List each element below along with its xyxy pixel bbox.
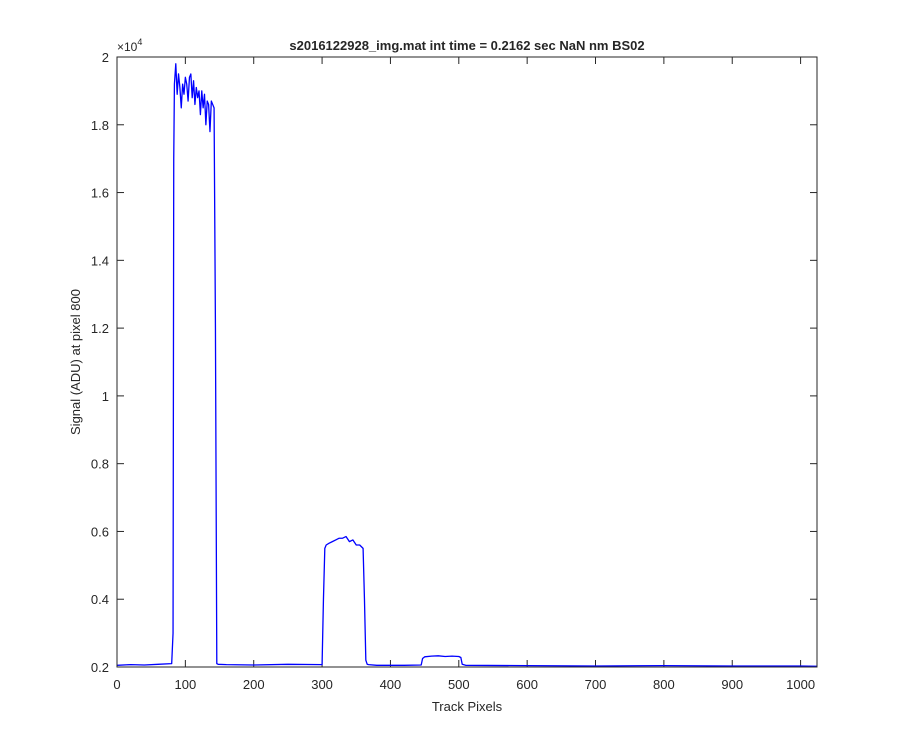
series-line-1	[116, 63, 818, 667]
chart-title: s2016122928_img.mat int time = 0.2162 se…	[289, 38, 644, 53]
x-tick-label: 300	[311, 677, 333, 692]
y-tick-label: 0.6	[91, 524, 109, 539]
x-tick-label: 0	[113, 677, 120, 692]
x-tick-label: 500	[448, 677, 470, 692]
y-tick-label: 1.6	[91, 186, 109, 201]
x-tick-label: 400	[380, 677, 402, 692]
y-tick-label: 0.8	[91, 457, 109, 472]
x-tick-label: 200	[243, 677, 265, 692]
x-tick-label: 800	[653, 677, 675, 692]
x-tick-label: 1000	[786, 677, 815, 692]
y-axis-ticks: 0.2 0.4 0.6 0.8 1 1.2 1.4 1.6 1.8 2	[91, 50, 817, 675]
y-tick-label: 1.2	[91, 321, 109, 336]
y-exponent-multiplier: ×104	[117, 37, 142, 54]
x-tick-label: 700	[585, 677, 607, 692]
y-tick-label: 1.8	[91, 118, 109, 133]
y-tick-label: 2	[102, 50, 109, 65]
x-tick-label: 600	[516, 677, 538, 692]
plot-area	[117, 57, 817, 667]
y-exponent-base: ×10	[117, 40, 138, 54]
x-axis-ticks: 0 100 200 300 400 500 600 700 800 900 1000	[113, 57, 815, 692]
y-tick-label: 1.4	[91, 253, 109, 268]
axes-box	[116, 56, 818, 668]
y-tick-label: 0.2	[91, 660, 109, 675]
y-tick-label: 0.4	[91, 592, 109, 607]
y-exponent-power: 4	[137, 37, 142, 47]
x-axis-label: Track Pixels	[432, 699, 503, 714]
y-axis-label: Signal (ADU) at pixel 800	[68, 289, 83, 435]
x-tick-label: 900	[721, 677, 743, 692]
series-layer	[116, 63, 818, 667]
x-tick-label: 100	[175, 677, 197, 692]
y-tick-label: 1	[102, 389, 109, 404]
